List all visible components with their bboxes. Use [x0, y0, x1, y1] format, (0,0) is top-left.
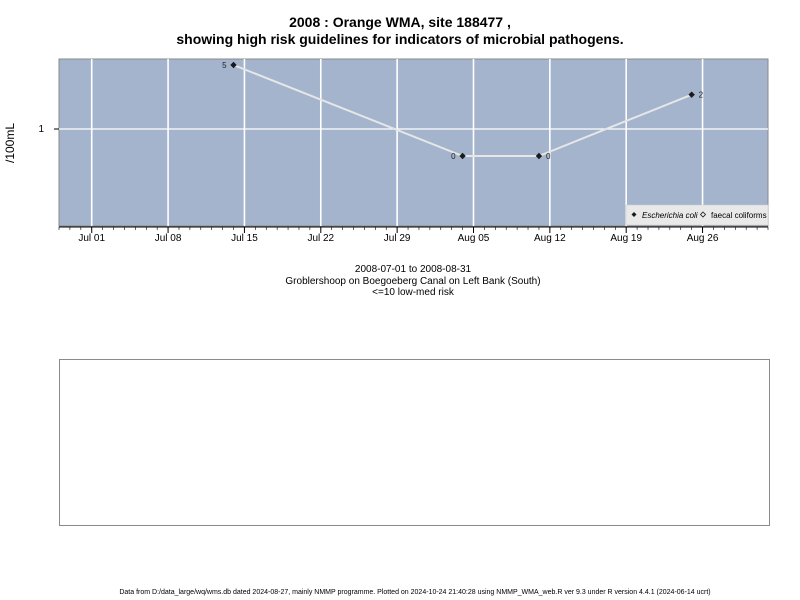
x-tick-label: Jul 08 — [155, 233, 182, 244]
ecoli-data-label: 0 — [451, 152, 456, 161]
y-axis: 1 — [38, 124, 59, 135]
ecoli-series-line — [233, 64, 693, 157]
x-tick-label: Aug 12 — [534, 233, 566, 244]
x-tick-label: Jul 29 — [384, 233, 411, 244]
ecoli-data-point — [688, 91, 695, 98]
ecoli-data-label: 0 — [546, 152, 551, 161]
subtitle-risk-note: <=10 low-med risk — [372, 287, 454, 298]
legend-faecal-label: faecal coliforms — [711, 211, 767, 220]
x-tick-label: Aug 05 — [458, 233, 490, 244]
subtitle-site-name: Groblershoop on Boegoeberg Canal on Left… — [285, 276, 541, 287]
legend: Escherichia coli faecal coliforms — [625, 204, 769, 226]
y-tick-label: 1 — [38, 124, 44, 135]
footer-note: Data from D:/data_large/wq/wms.db dated … — [119, 589, 711, 596]
empty-plot-panel — [59, 359, 770, 526]
ecoli-data-point — [535, 152, 543, 160]
ecoli-data-point — [230, 61, 237, 69]
chart-title-line-1: 2008 : Orange WMA, site 188477 , — [289, 14, 511, 30]
ecoli-data-point — [459, 152, 466, 160]
x-axis: Jul 01 Jul 08 Jul 15 Jul 22 Jul 29 Aug 05 Aug … — [58, 226, 769, 244]
legend-box — [625, 204, 769, 226]
ecoli-data-label: 5 — [222, 61, 227, 70]
x-tick-label: Jul 15 — [231, 233, 258, 244]
y-axis-label: /100mL — [3, 123, 17, 163]
legend-ecoli-label: Escherichia coli — [642, 211, 698, 220]
x-tick-label: Aug 26 — [687, 233, 719, 244]
gridlines — [59, 59, 768, 226]
legend-faecal-marker — [699, 211, 707, 218]
ecoli-data-label: 2 — [699, 91, 704, 100]
x-tick-label: Jul 22 — [307, 233, 334, 244]
series-layer: 5 0 0 2 — [222, 61, 704, 161]
plot-panel-background — [58, 58, 769, 227]
x-tick-label: Jul 01 — [78, 233, 105, 244]
subtitle-date-range: 2008-07-01 to 2008-08-31 — [354, 264, 472, 275]
legend-ecoli-marker — [631, 212, 637, 217]
x-tick-label: Aug 19 — [610, 233, 642, 244]
chart-title-line-2: showing high risk guidelines for indicat… — [176, 31, 624, 47]
